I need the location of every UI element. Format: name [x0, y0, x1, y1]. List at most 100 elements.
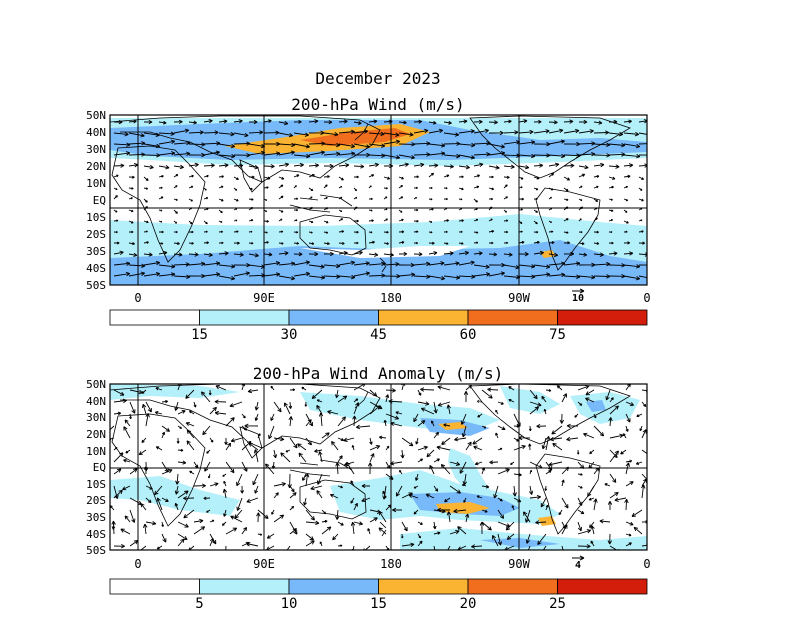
lon-label: 0: [134, 291, 141, 305]
wind-vector: [343, 437, 355, 442]
wind-vector: [395, 485, 403, 497]
wind-vector: [351, 444, 355, 451]
wind-vector: [383, 208, 388, 211]
wind-vector: [218, 209, 223, 214]
colorbar-swatch: [378, 309, 469, 326]
wind-vector: [593, 142, 611, 148]
wind-vector: [129, 401, 136, 414]
wind-vector: [574, 413, 579, 418]
lat-label: 10N: [86, 445, 106, 458]
wind-vector: [383, 139, 401, 145]
wind-vector: [113, 544, 125, 549]
wind-vector: [454, 437, 467, 442]
wind-vector: [623, 209, 628, 213]
anomaly-lat-labels: 50N 40N 30N 20N 10N EQ 10S 20S 30S 40S 5…: [86, 378, 106, 557]
wind-vector: [122, 485, 131, 491]
wind-vector: [443, 120, 452, 125]
wind-vector: [304, 401, 308, 407]
wind-vector: [533, 250, 544, 256]
wind-vector: [278, 195, 284, 200]
wind-vector: [305, 533, 315, 541]
wind-vector: [323, 175, 330, 179]
wind-vector: [218, 220, 223, 223]
wind-vector: [458, 242, 464, 245]
wind-vector: [311, 389, 323, 400]
wind-vector: [209, 519, 215, 523]
wind-vector: [428, 251, 438, 256]
wind-vector: [518, 129, 534, 135]
wind-vector: [246, 497, 259, 503]
wind-vector: [476, 495, 483, 499]
wind-vector: [583, 432, 595, 439]
wind-vector: [128, 252, 138, 257]
wind-vector: [280, 452, 291, 463]
wind-vector: [605, 389, 611, 401]
wind-vector: [233, 241, 240, 245]
wind-vector: [113, 151, 131, 156]
wind-vector: [536, 424, 547, 429]
wind-vector: [518, 153, 536, 159]
wind-vector: [437, 507, 450, 513]
lat-label: 40S: [86, 528, 106, 541]
wind-vector: [353, 196, 358, 200]
wind-vector: [426, 449, 435, 458]
wind-vector: [209, 482, 219, 487]
wind-vector: [585, 389, 595, 396]
wind-vector: [321, 526, 332, 535]
wind-vector: [379, 435, 387, 440]
wind-vector: [353, 121, 362, 125]
wind-vector: [488, 187, 495, 191]
wind-vector: [529, 494, 542, 500]
wind-vector: [446, 404, 451, 415]
wind-vector: [113, 163, 125, 168]
wind-vector: [590, 525, 595, 535]
wind-vector: [533, 209, 538, 213]
wind-vector: [561, 479, 565, 487]
wind-vector: [161, 461, 169, 473]
colorbar-tick-label: 20: [460, 596, 477, 612]
wind-vector: [263, 119, 272, 124]
wind-vector: [293, 132, 309, 137]
wind-vector: [503, 196, 508, 200]
wind-vector: [545, 469, 552, 475]
wind-vector: [533, 220, 538, 225]
wind-vector: [447, 545, 451, 550]
wind-vector: [233, 230, 239, 233]
wind-vector: [563, 128, 580, 134]
wind-vector: [401, 542, 415, 547]
wind-vector: [461, 425, 467, 438]
wind-vector: [369, 453, 375, 463]
wind-vector: [465, 384, 473, 391]
wind-vector: [384, 163, 394, 169]
wind-vector: [563, 274, 581, 280]
wind-vector: [593, 467, 600, 475]
wind-vector: [218, 175, 224, 178]
wind-vector: [248, 165, 259, 170]
wind-vector: [518, 119, 528, 124]
wind-vector: [635, 461, 643, 465]
wind-vector: [305, 419, 312, 427]
wind-vector: [578, 129, 594, 134]
lon-label: 0: [134, 557, 141, 571]
wind-vector: [473, 198, 478, 203]
wind-vector: [625, 542, 632, 547]
wind-vector: [143, 164, 154, 170]
wind-vector: [113, 209, 118, 213]
wind-vector: [398, 230, 405, 234]
wind-vector: [401, 437, 414, 447]
wind-vector: [143, 176, 149, 182]
wind-vector: [638, 154, 647, 156]
wind-vector: [203, 220, 208, 225]
wind-vector: [185, 389, 195, 399]
wind-vector: [443, 153, 461, 159]
wind-vector: [263, 272, 281, 277]
wind-vector: [443, 219, 450, 222]
wind-vector: [548, 120, 558, 125]
wind-vector: [222, 488, 228, 499]
wind-vector: [458, 260, 475, 266]
wind-vector: [158, 220, 163, 223]
wind-vector: [278, 120, 289, 126]
wind-vector: [398, 154, 415, 160]
anomaly-vectors: [110, 384, 647, 550]
